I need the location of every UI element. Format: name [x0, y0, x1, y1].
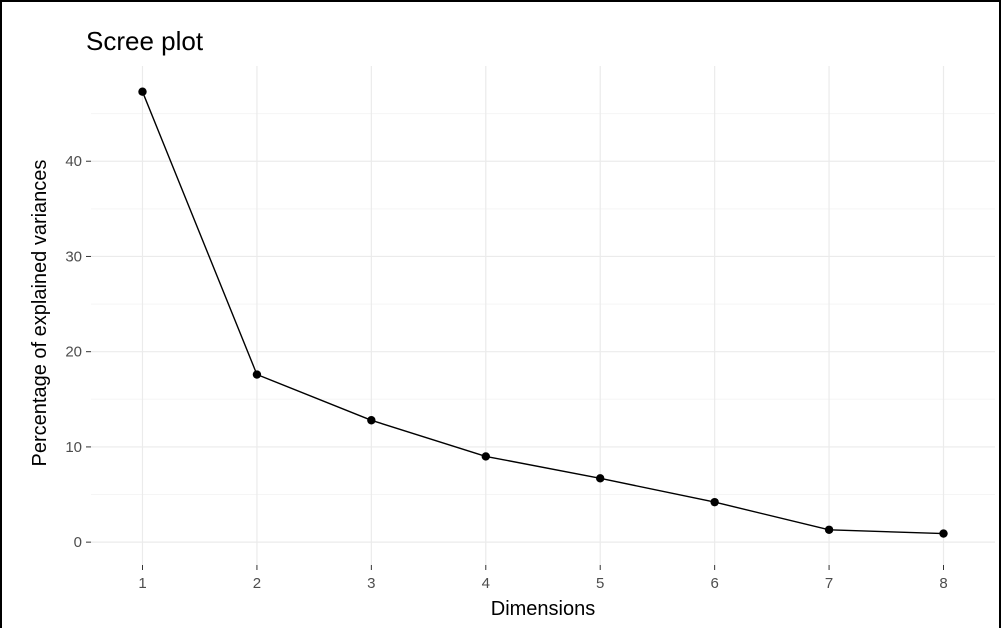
chart-title: Scree plot [86, 26, 204, 56]
minor-gridlines [91, 113, 995, 496]
x-tick-label: 8 [939, 575, 947, 592]
x-tick-label: 4 [482, 575, 490, 592]
y-tick-label: 30 [65, 248, 82, 265]
data-point [710, 497, 719, 507]
data-point [367, 416, 376, 425]
y-axis-title: Percentage of explained variances [29, 160, 51, 467]
x-axis-title: Dimensions [491, 598, 595, 620]
x-tick-label: 5 [596, 575, 604, 592]
x-tick-label: 1 [138, 575, 146, 592]
y-tick-label: 10 [65, 439, 82, 456]
data-point [252, 370, 262, 379]
y-tick-label: 40 [65, 153, 82, 170]
data-point [596, 474, 605, 483]
data-point [939, 529, 948, 538]
y-axis-ticks: 0 10 20 30 40 [65, 153, 91, 551]
major-gridlines [91, 66, 995, 565]
data-point [824, 525, 834, 534]
x-tick-label: 3 [367, 575, 375, 592]
x-tick-label: 2 [253, 575, 261, 592]
x-tick-label: 7 [825, 575, 833, 592]
y-tick-label: 20 [65, 344, 82, 361]
x-axis-ticks: 1 2 3 4 5 6 7 8 [138, 565, 948, 592]
data-point [138, 87, 147, 96]
series-line [141, 91, 944, 535]
data-points [138, 87, 948, 538]
y-tick-label: 0 [74, 534, 82, 551]
x-tick-label: 6 [710, 575, 718, 592]
data-point [481, 452, 490, 461]
